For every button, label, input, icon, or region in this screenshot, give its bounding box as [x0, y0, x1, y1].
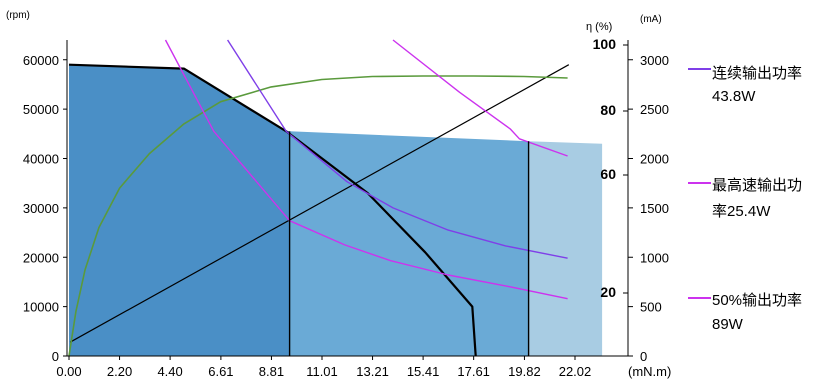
axis-ticks: 0.00 2.20 4.40 6.61 8.81 11.01 13.21 15.41 17.61… [23, 36, 669, 379]
series-max-speed-power [164, 39, 568, 300]
x-tick-label: 15.41 [407, 364, 440, 379]
x-tick-label: 13.21 [356, 364, 389, 379]
series-efficiency [68, 75, 568, 357]
legend-label: 89W [712, 316, 744, 333]
efficiency-tick-label: 80 [600, 102, 616, 118]
current-tick-label: 2000 [640, 152, 669, 167]
x-tick-label: 4.40 [157, 364, 182, 379]
left-y-tick-label: 30000 [23, 201, 59, 216]
left-y-tick-label: 60000 [23, 53, 59, 68]
current-tick-label: 3000 [640, 53, 669, 68]
current-tick-label: 0 [640, 349, 647, 364]
efficiency-axis-unit: η (%) [586, 21, 612, 33]
left-y-tick-label: 50000 [23, 102, 59, 117]
current-tick-label: 2500 [640, 102, 669, 117]
left-y-tick-label: 10000 [23, 300, 59, 315]
x-tick-label: 11.01 [306, 364, 338, 379]
left-y-tick-label: 0 [52, 349, 59, 364]
legend-label: 43.8W [712, 88, 756, 105]
x-tick-label: 2.20 [107, 364, 132, 379]
left-y-tick-label: 20000 [23, 250, 59, 265]
region-high-speed-region [289, 131, 529, 356]
operating-regions [69, 64, 603, 357]
x-tick-label: 22.02 [559, 364, 592, 379]
current-tick-label: 1500 [640, 201, 669, 216]
series-continuous-power [227, 39, 568, 259]
x-tick-label: 6.61 [208, 364, 233, 379]
region-extended-region [528, 141, 603, 356]
series-half-output-power [392, 39, 568, 157]
legend-label: 50%输出功率 [712, 292, 802, 309]
left-axis-unit: (rpm) [6, 10, 30, 21]
legend-label: 连续输出功率 [712, 65, 802, 82]
x-axis-unit: (mN.m) [628, 364, 671, 379]
current-tick-label: 1000 [640, 250, 669, 265]
efficiency-tick-label: 20 [600, 284, 616, 300]
legend-label: 最高速输出功 [712, 177, 802, 194]
current-axis-unit: (mA) [640, 14, 662, 25]
efficiency-tick-label: 60 [600, 166, 616, 182]
x-tick-label: 17.61 [457, 364, 490, 379]
axes: (rpm) (mN.m) (mA) η (%) [6, 10, 671, 379]
curve-series [68, 39, 570, 357]
left-y-tick-label: 40000 [23, 152, 59, 167]
x-tick-label: 19.82 [508, 364, 541, 379]
current-tick-label: 500 [640, 300, 662, 315]
x-tick-label: 8.81 [259, 364, 284, 379]
x-tick-label: 0.00 [56, 364, 81, 379]
legend-label: 率25.4W [712, 203, 771, 220]
efficiency-tick-label: 100 [593, 36, 617, 52]
